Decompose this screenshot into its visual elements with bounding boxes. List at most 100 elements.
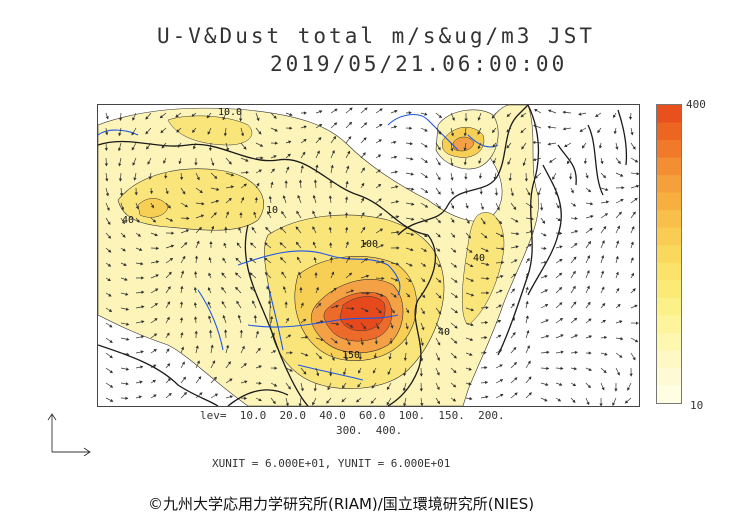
wind-arrow-head <box>599 403 603 406</box>
wind-arrow-head <box>583 160 588 165</box>
wind-arrow-head <box>259 143 264 147</box>
wind-arrow-head <box>227 361 231 365</box>
wind-arrow-head <box>363 137 367 141</box>
wind-arrow-head <box>229 395 234 399</box>
wind-arrow-head <box>209 329 213 333</box>
wind-arrow-head <box>223 133 228 137</box>
wind-arrow-head <box>409 141 414 146</box>
wind-arrow-head <box>195 345 199 349</box>
wind-arrow-head <box>269 315 274 320</box>
wind-arrow-head <box>404 342 408 346</box>
wind-arrow-head <box>140 262 144 266</box>
wind-arrow-head <box>396 246 400 250</box>
wind-arrow-head <box>634 304 638 308</box>
contour-label: 40 <box>473 253 485 264</box>
wind-arrow-head <box>243 146 247 150</box>
wind-arrow-head <box>234 272 239 276</box>
wind-arrow-head <box>312 241 316 245</box>
wind-arrow-head <box>194 255 199 259</box>
wind-arrow-head <box>379 123 383 127</box>
wind-arrow-head <box>499 364 503 368</box>
wind-arrow-head <box>200 214 205 218</box>
wind-arrow-head <box>265 226 269 231</box>
wind-arrow-head <box>526 345 530 349</box>
wind-arrow-head <box>315 164 319 168</box>
wind-arrow-head <box>526 330 530 334</box>
wind-arrow-head <box>282 195 286 199</box>
wind-arrow-head <box>588 318 592 322</box>
wind-arrow-head <box>237 314 241 319</box>
wind-arrow-head <box>167 205 171 209</box>
wind-arrow-head <box>349 324 354 328</box>
colorbar-swatch <box>657 210 681 229</box>
wind-arrow-head <box>118 163 122 167</box>
wind-arrow-head <box>105 116 109 120</box>
wind-arrow-head <box>572 270 576 275</box>
wind-arrow-head <box>602 319 607 323</box>
wind-arrow-head <box>225 344 230 349</box>
wind-arrow-head <box>361 167 365 171</box>
wind-arrow-head <box>621 186 625 190</box>
wind-arrow-head <box>564 144 568 148</box>
wind-arrow-head <box>361 212 365 216</box>
wind-arrow-head <box>358 370 361 374</box>
wind-arrow-head <box>155 246 160 250</box>
wind-arrow-head <box>533 124 537 128</box>
wind-arrow-head <box>379 213 383 217</box>
wind-arrow-head <box>529 204 533 208</box>
wind-arrow-head <box>394 278 399 282</box>
wind-arrow-head <box>632 146 636 150</box>
wind-arrow-head <box>463 147 467 151</box>
colorbar-swatch <box>657 122 681 141</box>
wind-arrow-head <box>499 379 504 383</box>
wind-arrow-head <box>465 205 469 209</box>
wind-arrow-head <box>362 152 366 156</box>
wind-arrow-head <box>613 131 617 135</box>
wind-arrow-head <box>243 396 248 400</box>
wind-arrow-head <box>154 303 159 307</box>
wind-arrow-head <box>120 207 125 211</box>
wind-arrow-head <box>241 345 245 350</box>
wind-arrow-head <box>198 376 202 380</box>
wind-arrow-head <box>313 388 317 392</box>
wind-arrow-head <box>264 272 269 276</box>
wind-arrow-head <box>348 121 353 126</box>
wind-arrow-head <box>393 125 398 129</box>
wind-arrow-head <box>287 386 291 390</box>
wind-arrow-head <box>107 249 112 253</box>
wind-arrow-head <box>239 118 243 122</box>
wind-arrow-head <box>405 326 409 330</box>
wind-arrow-head <box>198 226 202 231</box>
wind-arrow-head <box>288 140 292 144</box>
wind-arrow-head <box>469 352 473 356</box>
wind-arrow-head <box>581 145 585 149</box>
wind-arrow-head <box>562 110 566 114</box>
wind-arrow-head <box>177 144 181 148</box>
wind-arrow-head <box>463 162 467 166</box>
wind-arrow-head <box>393 140 397 144</box>
wind-arrow-head <box>617 225 620 229</box>
wind-arrow-head <box>152 219 157 223</box>
wind-arrow-head <box>213 212 217 216</box>
wind-arrow-head <box>616 372 620 376</box>
wind-arrow-head <box>603 369 607 374</box>
wind-arrow-head <box>513 361 518 366</box>
wind-arrow-head <box>196 176 200 181</box>
wind-arrow-head <box>250 242 254 246</box>
wind-arrow-head <box>208 272 212 277</box>
wind-arrow-head <box>228 197 232 202</box>
wind-arrow-head <box>222 116 226 121</box>
wind-arrow-head <box>411 202 415 206</box>
wind-arrow-head <box>215 199 220 203</box>
contour-levels-line1: lev= 10.0 20.0 40.0 60.0 100. 150. 200. <box>200 409 505 422</box>
wind-arrow-head <box>562 127 566 131</box>
wind-arrow-head <box>106 207 110 211</box>
wind-arrow-head <box>544 304 549 308</box>
wind-arrow-head <box>617 160 621 165</box>
wind-arrow-head <box>506 145 510 149</box>
colorbar-min-label: 10 <box>690 399 704 412</box>
wind-arrow-head <box>211 162 215 166</box>
wind-arrow-head <box>318 355 323 360</box>
wind-arrow-head <box>281 210 285 215</box>
colorbar-swatch <box>657 385 681 403</box>
